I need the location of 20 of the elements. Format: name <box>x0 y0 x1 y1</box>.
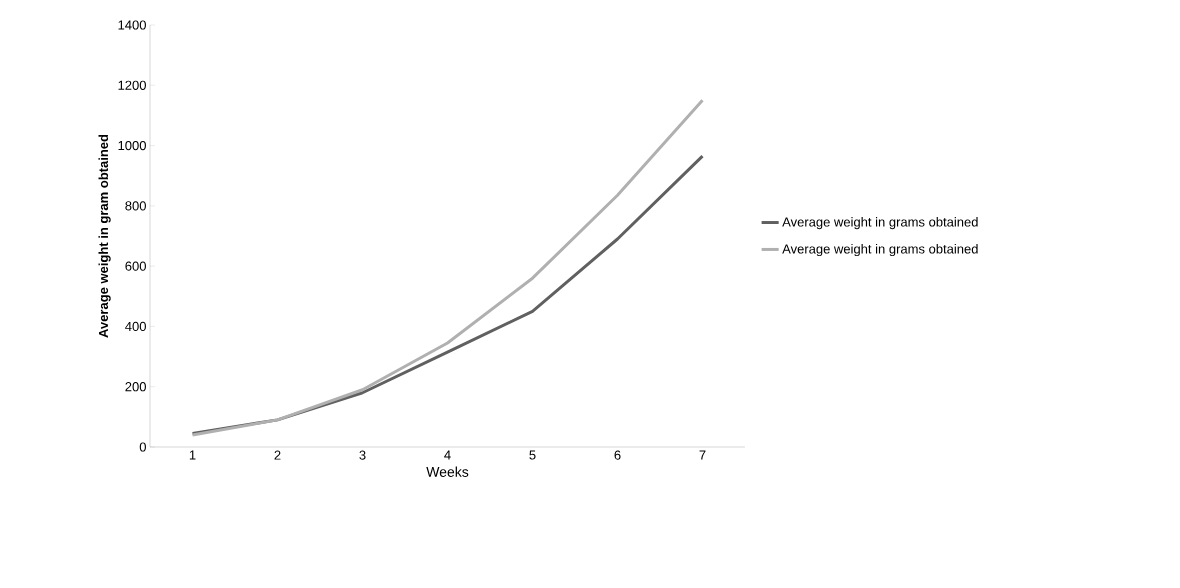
x-tick-label: 1 <box>189 450 196 460</box>
y-tick-label: 400 <box>125 321 146 332</box>
y-axis-title: Average weight in gram obtained <box>98 134 111 338</box>
y-tick-label: 1000 <box>118 140 146 151</box>
y-tick-label: 0 <box>139 442 146 452</box>
x-tick-label: 7 <box>699 450 706 460</box>
y-tick-label: 600 <box>125 261 146 271</box>
legend-label: Average weight in grams obtained <box>782 217 978 230</box>
line-series <box>191 98 704 437</box>
x-tick-label: 5 <box>529 450 536 460</box>
legend-label: Average weight in grams obtained <box>782 243 978 257</box>
x-axis-title: Weeks <box>426 466 469 477</box>
y-tick-label: 800 <box>125 201 146 211</box>
y-tick-label: 1400 <box>118 20 146 30</box>
x-tick-label: 3 <box>359 450 366 460</box>
y-tick-label: 1200 <box>118 80 146 90</box>
y-tick-label: 200 <box>125 382 146 392</box>
x-tick-label: 4 <box>444 450 451 460</box>
x-tick-label: 6 <box>614 450 621 460</box>
x-tick-label: 2 <box>274 450 281 460</box>
